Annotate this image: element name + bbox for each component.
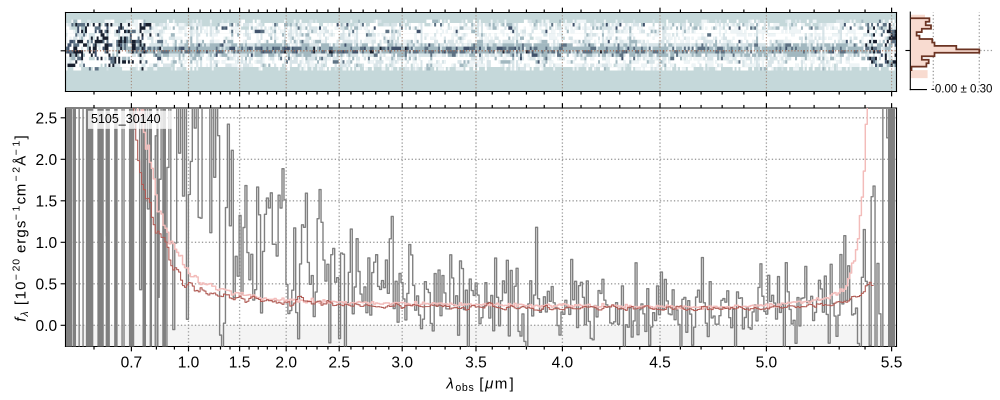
svg-text:-0.00 ± 0.30: -0.00 ± 0.30 bbox=[931, 83, 992, 95]
svg-text:2.0: 2.0 bbox=[275, 354, 297, 371]
svg-text:5105_30140: 5105_30140 bbox=[91, 112, 161, 126]
svg-text:f λ [: f λ [ 1 0 e r g s c m Å ] − 2 0 − 1 − 2 … bbox=[0, 129, 33, 322]
svg-text:5.0: 5.0 bbox=[756, 354, 778, 371]
svg-text:3.0: 3.0 bbox=[391, 354, 413, 371]
svg-text:2.5: 2.5 bbox=[328, 354, 350, 371]
svg-text:1.5: 1.5 bbox=[36, 194, 58, 211]
svg-text:1.0: 1.0 bbox=[178, 354, 200, 371]
svg-text:λ μ o b: λ μ o b s [ m ] bbox=[445, 368, 513, 396]
svg-text:1.0: 1.0 bbox=[36, 235, 58, 252]
svg-text:3.5: 3.5 bbox=[465, 354, 487, 371]
svg-text:0.5: 0.5 bbox=[36, 277, 58, 294]
svg-text:5.5: 5.5 bbox=[881, 354, 903, 371]
svg-text:0.7: 0.7 bbox=[121, 354, 143, 371]
svg-text:4.0: 4.0 bbox=[552, 354, 574, 371]
svg-text:4.5: 4.5 bbox=[649, 354, 671, 371]
svg-text:0.0: 0.0 bbox=[36, 318, 58, 335]
svg-text:1.5: 1.5 bbox=[229, 354, 251, 371]
svg-text:2.5: 2.5 bbox=[36, 111, 58, 128]
svg-text:2.0: 2.0 bbox=[36, 152, 58, 169]
